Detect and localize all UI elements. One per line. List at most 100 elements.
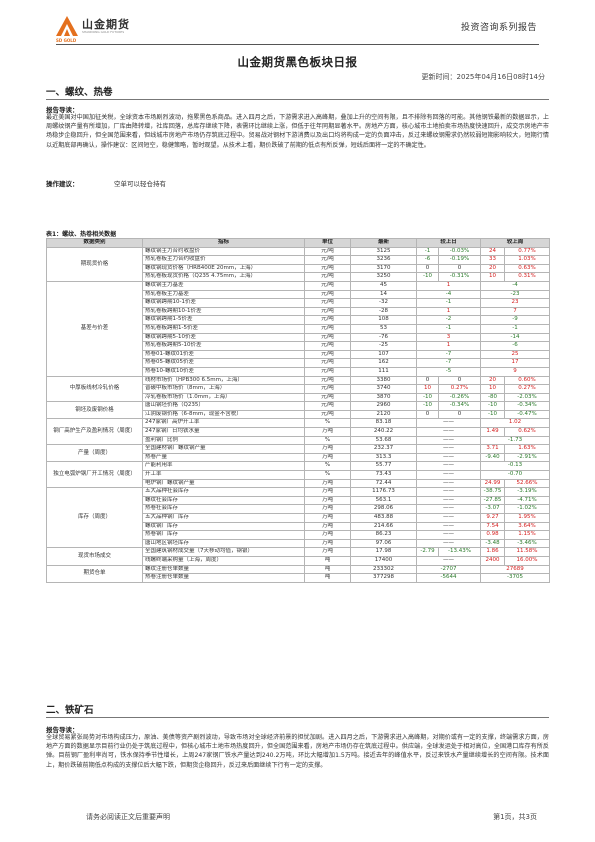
category-cell: 钢坯及废钢价格 — [46, 401, 143, 420]
logo-english: SD GOLD — [56, 38, 77, 43]
indicator-cell: 热轧卷板跨期1-5价差 — [142, 323, 305, 334]
week-change-cell: -4 — [480, 280, 551, 291]
table-row: 产量（周度） 全国建材钢厂螺纹钢产量 万吨 232.37 —— 3.71 1.63% — [46, 444, 551, 463]
day-change-cell: —— — [415, 435, 482, 446]
section-divider — [46, 99, 549, 100]
latest-cell: 214.66 — [350, 521, 417, 532]
week-change-cell: 25 — [480, 349, 551, 360]
indicator-cell: 热轧卷板主力合约收盘价 — [142, 255, 305, 265]
unit-cell: 元/吨 — [304, 289, 351, 300]
day-change-abs-cell: -6 — [416, 255, 439, 265]
latest-cell: 233302 — [350, 564, 417, 575]
day-change-pct-cell: 0.27% — [437, 384, 482, 394]
latest-cell: 377298 — [350, 573, 417, 583]
week-change-cell: 1.02 — [480, 418, 551, 429]
section-heading-iron-ore: 二、铁矿石 — [46, 705, 94, 716]
section-heading-rebar: 一、螺纹、热卷 — [46, 87, 113, 98]
week-change-abs-cell: -9.40 — [480, 452, 506, 463]
latest-cell: 240.22 — [350, 427, 417, 437]
week-change-abs-cell: 2400 — [480, 555, 506, 566]
header-category: 数据类别 — [46, 238, 143, 248]
indicator-cell: 热卷社会库存 — [142, 504, 305, 514]
indicator-cell: 五大品种社会库存 — [142, 487, 305, 497]
indicator-cell: 线材市场价（HPB300 6.5mm，上海） — [142, 375, 305, 386]
week-change-cell: -14 — [480, 332, 551, 343]
latest-cell: -32 — [350, 298, 417, 308]
day-change-cell: —— — [415, 555, 482, 566]
table-row: 现货市场成交 全国建筑钢材成交量（7天移动均值，钢银） 万吨 17.98 -2.79 -1… — [46, 547, 551, 566]
week-change-pct-cell: -2.91% — [504, 452, 551, 463]
section-divider — [46, 717, 549, 718]
report-title: 山金期货黑色板块日报 — [237, 55, 358, 69]
indicator-cell: 螺纹钢跨期5-10价差 — [142, 332, 305, 343]
day-change-cell: 3 — [415, 332, 482, 343]
week-change-abs-cell: -38.75 — [480, 487, 506, 497]
week-change-cell: -23 — [480, 289, 551, 300]
indicator-cell: 螺纹钢跨期10-1价差 — [142, 298, 305, 308]
header-latest: 最新 — [350, 238, 417, 248]
indicator-cell: 247家钢厂日均铁水量 — [142, 427, 305, 437]
day-change-pct-cell: -13.43% — [437, 547, 482, 557]
table-row: 期现货价格 螺纹钢主力合约收盘价 元/吨 3125 -1 -0.03% 24 0.77% — [46, 246, 551, 282]
week-change-cell: -1.73 — [480, 435, 551, 446]
header-vs-prev-week: 较上周 — [480, 238, 551, 248]
table-row: 电炉钢厂螺纹钢产量 万吨 72.44 —— 24.99 52.66% — [47, 478, 551, 489]
day-change-cell: -5644 — [415, 573, 482, 583]
day-change-pct-cell: 0 — [437, 375, 482, 386]
unit-cell: 万吨 — [304, 478, 351, 489]
indicator-cell: 247家钢厂高炉开工率 — [142, 418, 305, 429]
week-change-abs-cell: 1.49 — [480, 427, 506, 437]
category-cell: 产量（周度） — [46, 444, 143, 463]
week-change-pct-cell: -3.19% — [504, 487, 551, 497]
day-change-pct-cell: -0.31% — [437, 272, 482, 282]
table-row: 热卷01-螺纹01价差 元/吨 107 -7 25 — [47, 349, 551, 360]
table-row: 热轧卷板跨期10-1价差 元/吨 -28 1 7 — [47, 306, 551, 317]
table-row: 库存（周度） 五大品种社会库存万吨 1176.73 —— -38.75 -3.19% — [46, 487, 551, 549]
week-change-pct-cell: -0.47% — [504, 409, 551, 420]
indicator-cell: 热卷注册仓单数量 — [142, 573, 305, 583]
week-change-cell: 9 — [480, 366, 551, 377]
week-change-abs-cell: -80 — [480, 392, 506, 403]
unit-cell: 元/吨 — [304, 349, 351, 360]
latest-cell: 232.37 — [350, 444, 417, 454]
header-divider — [56, 44, 539, 45]
unit-cell: 万吨 — [304, 444, 351, 454]
category-cell: 期货仓单 — [46, 564, 143, 583]
day-change-abs-cell: -2.79 — [416, 547, 439, 557]
table-row: 期货仓单 螺纹注册仓单数量吨 233302 -2707 27689 — [46, 564, 551, 583]
category-cell: 独立电弧炉钢厂开工情况（周度） — [46, 461, 143, 489]
unit-cell: 万吨 — [304, 521, 351, 532]
indicator-cell: 普碳中板市场价（8mm，上海） — [142, 384, 305, 394]
unit-cell: 万吨 — [304, 513, 351, 523]
category-cell: 库存（周度） — [46, 487, 143, 549]
latest-cell: 55.77 — [350, 461, 417, 472]
indicator-cell: 五大品种钢厂库存 — [142, 513, 305, 523]
latest-cell: 563.1 — [350, 495, 417, 506]
week-change-cell: -0.13 — [480, 461, 551, 472]
day-change-abs-cell: 0 — [416, 263, 439, 274]
unit-cell: 吨 — [304, 564, 351, 575]
week-change-cell: 7 — [480, 306, 551, 317]
week-change-cell: -3705 — [480, 573, 551, 583]
week-change-abs-cell: 24 — [480, 246, 506, 257]
day-change-abs-cell: -10 — [416, 392, 439, 403]
day-change-abs-cell: -10 — [416, 401, 439, 411]
table-row: 唐山地区钢坯库存 万吨 97.06 —— -3.48 -3.46% — [47, 538, 551, 549]
day-change-cell: —— — [415, 513, 482, 523]
week-change-abs-cell: 7.54 — [480, 521, 506, 532]
week-change-abs-cell: -3.48 — [480, 538, 506, 549]
indicator-cell: 唐山钢坯价格（Q235） — [142, 401, 305, 411]
latest-cell: 1176.73 — [350, 487, 417, 497]
logo-mark-icon — [56, 16, 78, 36]
week-change-abs-cell: 10 — [480, 384, 506, 394]
category-cell: 钢厂高炉生产及盈利情况（周度） — [46, 418, 143, 446]
week-change-pct-cell: 52.66% — [504, 478, 551, 489]
week-change-abs-cell: 9.27 — [480, 513, 506, 523]
week-change-abs-cell: 33 — [480, 255, 506, 265]
indicator-cell: 螺纹钢厂库存 — [142, 521, 305, 532]
unit-cell: 元/吨 — [304, 401, 351, 411]
latest-cell: 3870 — [350, 392, 417, 403]
week-change-cell: 17 — [480, 358, 551, 368]
company-logo: 山金期货 SHANDONG GOLD FUTURES SD GOLD — [56, 14, 136, 43]
day-change-cell: -2707 — [415, 564, 482, 575]
